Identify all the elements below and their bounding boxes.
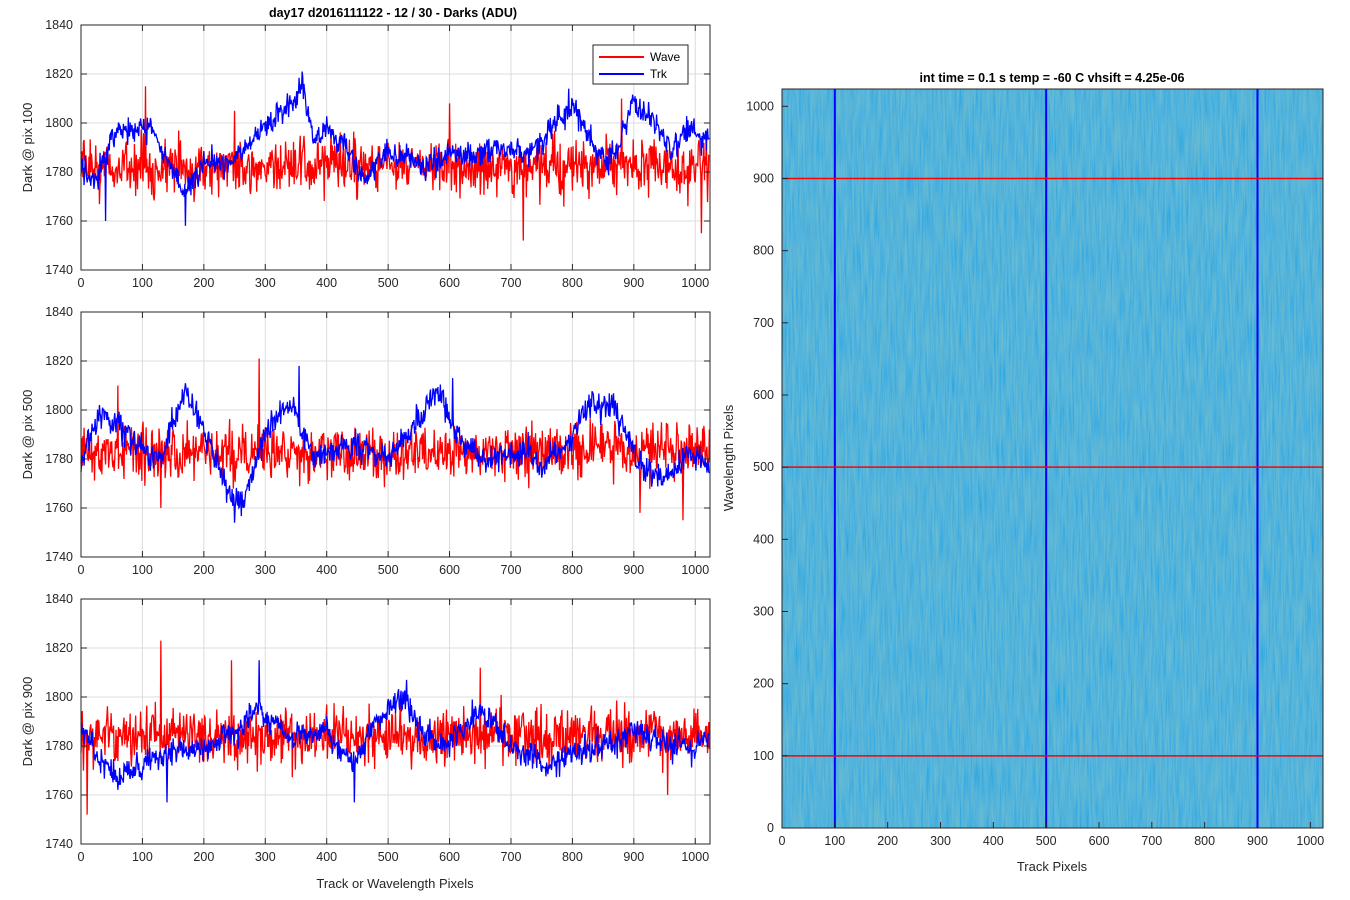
y-tick-label: 0 <box>767 821 774 835</box>
y-tick-label: 100 <box>753 749 774 763</box>
shared-x-axis-label: Track or Wavelength Pixels <box>316 876 474 891</box>
y-tick-label: 1820 <box>45 641 73 655</box>
y-tick-label: 200 <box>753 677 774 691</box>
y-tick-label: 1840 <box>45 18 73 32</box>
x-tick-label: 700 <box>501 563 522 577</box>
x-tick-label: 1000 <box>1296 834 1324 848</box>
x-tick-label: 1000 <box>681 850 709 864</box>
y-tick-label: 1760 <box>45 501 73 515</box>
x-tick-label: 0 <box>779 834 786 848</box>
x-tick-label: 900 <box>623 276 644 290</box>
series-line-trk <box>80 660 710 803</box>
heatmap-title: int time = 0.1 s temp = -60 C vhsift = 4… <box>919 71 1184 85</box>
x-tick-label: 100 <box>132 850 153 864</box>
x-tick-label: 100 <box>824 834 845 848</box>
x-tick-label: 200 <box>193 563 214 577</box>
x-tick-label: 0 <box>78 563 85 577</box>
plot-area <box>81 312 710 557</box>
x-tick-label: 200 <box>877 834 898 848</box>
heatmap-x-axis-label: Track Pixels <box>1017 859 1088 874</box>
x-tick-label: 700 <box>501 276 522 290</box>
x-tick-label: 800 <box>1194 834 1215 848</box>
heatmap-noise-texture <box>782 89 1323 828</box>
x-tick-label: 900 <box>623 563 644 577</box>
x-tick-label: 100 <box>132 563 153 577</box>
y-tick-label: 1780 <box>45 165 73 179</box>
y-tick-label: 400 <box>753 532 774 546</box>
x-tick-label: 300 <box>255 850 276 864</box>
y-tick-label: 1840 <box>45 592 73 606</box>
y-tick-label: 1740 <box>45 837 73 851</box>
y-tick-label: 900 <box>753 171 774 185</box>
heatmap-y-axis-label: Wavelength Pixels <box>721 404 736 511</box>
x-tick-label: 300 <box>255 276 276 290</box>
legend-label-wave: Wave <box>650 50 681 64</box>
y-tick-label: 500 <box>753 460 774 474</box>
series-line-trk <box>80 365 710 523</box>
y-axis-label: Dark @ pix 500 <box>20 390 35 480</box>
x-tick-label: 1000 <box>681 563 709 577</box>
line-plot-pix-900: 0 100 200 300 400 500 600 700 800 900 1000 1740 1760… <box>20 592 711 864</box>
y-tick-label: 1760 <box>45 214 73 228</box>
y-tick-label: 1740 <box>45 550 73 564</box>
x-tick-label: 500 <box>378 563 399 577</box>
y-tick-label: 1780 <box>45 452 73 466</box>
axes-frame <box>80 24 711 271</box>
x-tick-label: 100 <box>132 276 153 290</box>
y-tick-label: 1820 <box>45 67 73 81</box>
y-tick-label: 700 <box>753 316 774 330</box>
y-axis-label: Dark @ pix 900 <box>20 677 35 767</box>
x-tick-label: 600 <box>439 276 460 290</box>
y-tick-label: 1760 <box>45 788 73 802</box>
x-tick-label: 700 <box>501 850 522 864</box>
y-tick-label: 1740 <box>45 263 73 277</box>
x-tick-label: 800 <box>562 276 583 290</box>
axes-frame <box>80 598 711 845</box>
legend: Wave Trk <box>592 44 689 85</box>
y-tick-label: 1800 <box>45 403 73 417</box>
x-tick-label: 600 <box>439 563 460 577</box>
y-tick-label: 300 <box>753 604 774 618</box>
legend-label-trk: Trk <box>650 67 668 81</box>
x-tick-label: 700 <box>1141 834 1162 848</box>
x-tick-label: 0 <box>78 850 85 864</box>
y-axis-label: Dark @ pix 100 <box>20 103 35 193</box>
x-tick-label: 600 <box>439 850 460 864</box>
x-tick-label: 200 <box>193 850 214 864</box>
x-tick-label: 400 <box>316 850 337 864</box>
heatmap-frame <box>781 88 1324 829</box>
x-tick-label: 300 <box>930 834 951 848</box>
x-tick-label: 600 <box>1089 834 1110 848</box>
heatmap-plot: 0 100 200 300 400 500 600 700 800 900 1000 0 100 200 3… <box>746 88 1324 848</box>
x-tick-label: 200 <box>193 276 214 290</box>
y-tick-label: 800 <box>753 244 774 258</box>
x-tick-label: 500 <box>1036 834 1057 848</box>
x-tick-label: 400 <box>983 834 1004 848</box>
y-tick-label: 1000 <box>746 99 774 113</box>
x-tick-label: 400 <box>316 276 337 290</box>
y-tick-label: 1800 <box>45 116 73 130</box>
x-tick-label: 500 <box>378 276 399 290</box>
series-line-wave <box>80 86 710 241</box>
line-plot-pix-500: 0 100 200 300 400 500 600 700 800 900 1000 1740 1760… <box>20 305 711 577</box>
y-tick-label: 1800 <box>45 690 73 704</box>
left-title: day17 d2016111122 - 12 / 30 - Darks (ADU… <box>269 6 517 20</box>
x-tick-label: 800 <box>562 563 583 577</box>
x-tick-label: 800 <box>562 850 583 864</box>
x-tick-label: 900 <box>623 850 644 864</box>
x-tick-label: 500 <box>378 850 399 864</box>
axes-frame <box>80 311 711 558</box>
y-tick-label: 1820 <box>45 354 73 368</box>
x-tick-label: 1000 <box>681 276 709 290</box>
x-tick-label: 400 <box>316 563 337 577</box>
series-line-trk <box>80 71 710 226</box>
y-tick-label: 1840 <box>45 305 73 319</box>
y-tick-label: 1780 <box>45 739 73 753</box>
legend-box <box>592 44 689 85</box>
x-tick-label: 300 <box>255 563 276 577</box>
y-tick-label: 600 <box>753 388 774 402</box>
x-tick-label: 900 <box>1247 834 1268 848</box>
x-tick-label: 0 <box>78 276 85 290</box>
